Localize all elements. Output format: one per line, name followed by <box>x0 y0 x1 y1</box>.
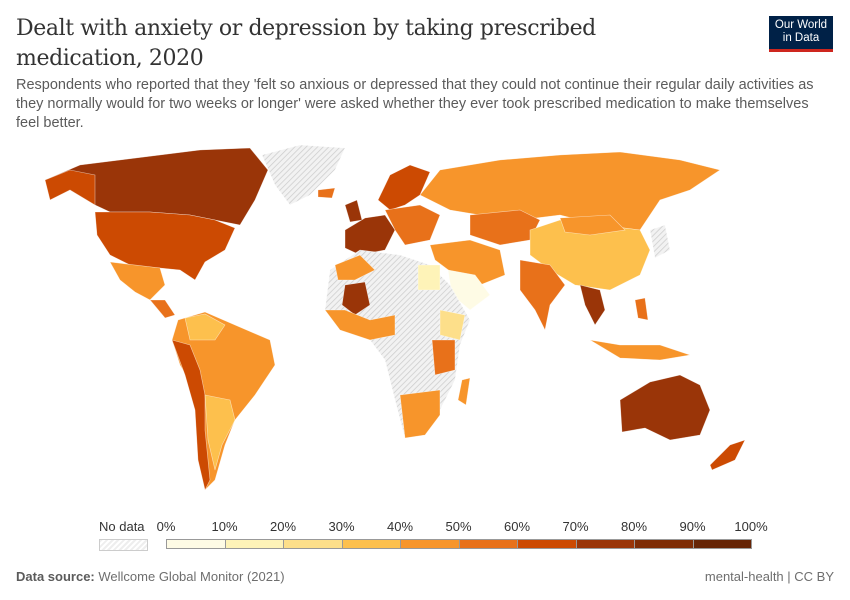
legend-tick-label: 30% <box>328 519 355 534</box>
mexico[interactable] <box>109 261 166 301</box>
owid-logo[interactable]: Our World in Data <box>769 16 833 52</box>
legend-bin[interactable] <box>634 539 694 549</box>
uk-ireland[interactable] <box>344 199 363 223</box>
southeast-asia[interactable] <box>579 284 606 326</box>
canada[interactable] <box>44 147 269 226</box>
chart-title: Dealt with anxiety or depression by taki… <box>16 16 596 71</box>
colombia-venezuela[interactable] <box>184 313 226 341</box>
mongolia[interactable] <box>559 214 626 236</box>
legend-tick-label: 10% <box>211 519 238 534</box>
legend-tick-label: 100% <box>734 519 768 534</box>
legend-tick-label: 80% <box>620 519 648 534</box>
new-zealand[interactable] <box>709 439 746 471</box>
legend-bin[interactable] <box>224 539 284 549</box>
legend-tick-label: 70% <box>562 519 589 534</box>
legend-tick-label: 50% <box>445 519 472 534</box>
mali[interactable] <box>341 281 371 316</box>
legend-bin[interactable] <box>166 539 226 549</box>
scandinavia[interactable] <box>377 164 431 211</box>
legend-bin[interactable] <box>341 539 401 549</box>
world-map[interactable] <box>0 135 850 510</box>
legend-bin[interactable] <box>283 539 343 549</box>
argentina[interactable] <box>204 394 236 471</box>
kazakhstan[interactable] <box>469 209 541 246</box>
legend-tick-label: 0% <box>156 519 176 534</box>
indonesia[interactable] <box>589 339 691 361</box>
egypt[interactable] <box>417 264 441 291</box>
legend-tick-label: 90% <box>679 519 706 534</box>
data-source: Data source: Wellcome Global Monitor (20… <box>16 569 285 584</box>
southern-africa[interactable] <box>399 389 441 439</box>
east-africa[interactable] <box>439 309 466 341</box>
usa[interactable] <box>94 211 236 281</box>
middle-east[interactable] <box>429 239 506 286</box>
legend-bin[interactable] <box>692 539 752 549</box>
madagascar[interactable] <box>457 377 471 406</box>
australia[interactable] <box>619 374 711 441</box>
alaska[interactable] <box>44 169 96 206</box>
greenland[interactable] <box>261 144 346 206</box>
source-label: Data source: <box>16 569 95 584</box>
central-europe[interactable] <box>384 204 441 246</box>
legend-bin[interactable] <box>517 539 577 549</box>
source-name[interactable]: Wellcome Global Monitor (2021) <box>98 569 285 584</box>
iceland[interactable] <box>317 187 336 199</box>
philippines[interactable] <box>634 297 649 321</box>
legend-bin[interactable] <box>400 539 460 549</box>
central-america[interactable] <box>149 299 176 319</box>
legend-tick-label: 60% <box>503 519 531 534</box>
legend-bin[interactable] <box>575 539 635 549</box>
peru-chile[interactable] <box>171 339 211 491</box>
legend-no-data-label: No data <box>99 519 145 534</box>
western-europe[interactable] <box>344 214 396 256</box>
west-africa[interactable] <box>324 309 396 341</box>
kenya-tanzania[interactable] <box>431 339 456 376</box>
japan-korea[interactable] <box>649 224 671 259</box>
legend-tick-label: 20% <box>269 519 297 534</box>
chart-subtitle: Respondents who reported that they 'felt… <box>16 77 814 131</box>
legend-bin[interactable] <box>458 539 518 549</box>
north-africa[interactable] <box>334 254 376 281</box>
legend-no-data-swatch <box>99 539 148 551</box>
india[interactable] <box>519 259 566 331</box>
license[interactable]: mental-health | CC BY <box>704 569 834 584</box>
legend-tick-label: 40% <box>386 519 414 534</box>
